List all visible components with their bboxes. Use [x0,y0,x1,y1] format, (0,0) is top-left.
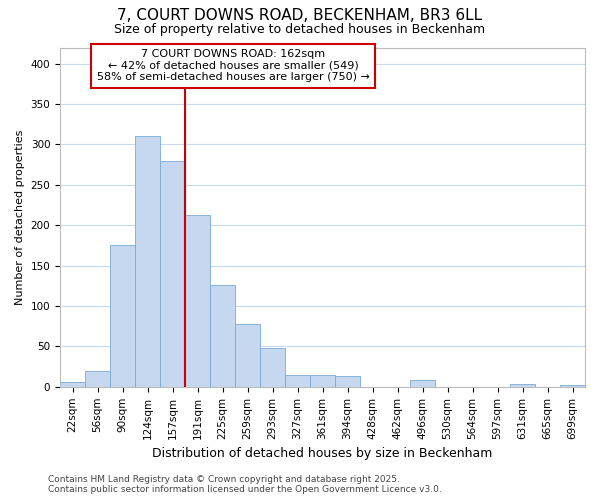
Bar [285,374,310,387]
Bar [60,382,85,387]
Bar [185,214,210,387]
Text: Size of property relative to detached houses in Beckenham: Size of property relative to detached ho… [115,22,485,36]
Bar [210,285,235,387]
X-axis label: Distribution of detached houses by size in Beckenham: Distribution of detached houses by size … [152,447,493,460]
Text: 7 COURT DOWNS ROAD: 162sqm
← 42% of detached houses are smaller (549)
58% of sem: 7 COURT DOWNS ROAD: 162sqm ← 42% of deta… [97,49,370,82]
Bar [160,160,185,387]
Bar [310,374,335,387]
Bar [135,136,160,387]
Bar [235,324,260,387]
Y-axis label: Number of detached properties: Number of detached properties [15,130,25,305]
Bar [510,384,535,387]
Bar [85,370,110,387]
Bar [110,246,135,387]
Bar [260,348,285,387]
Bar [410,380,435,387]
Bar [560,385,585,387]
Bar [335,376,360,387]
Text: 7, COURT DOWNS ROAD, BECKENHAM, BR3 6LL: 7, COURT DOWNS ROAD, BECKENHAM, BR3 6LL [118,8,482,22]
Text: Contains HM Land Registry data © Crown copyright and database right 2025.
Contai: Contains HM Land Registry data © Crown c… [48,474,442,494]
